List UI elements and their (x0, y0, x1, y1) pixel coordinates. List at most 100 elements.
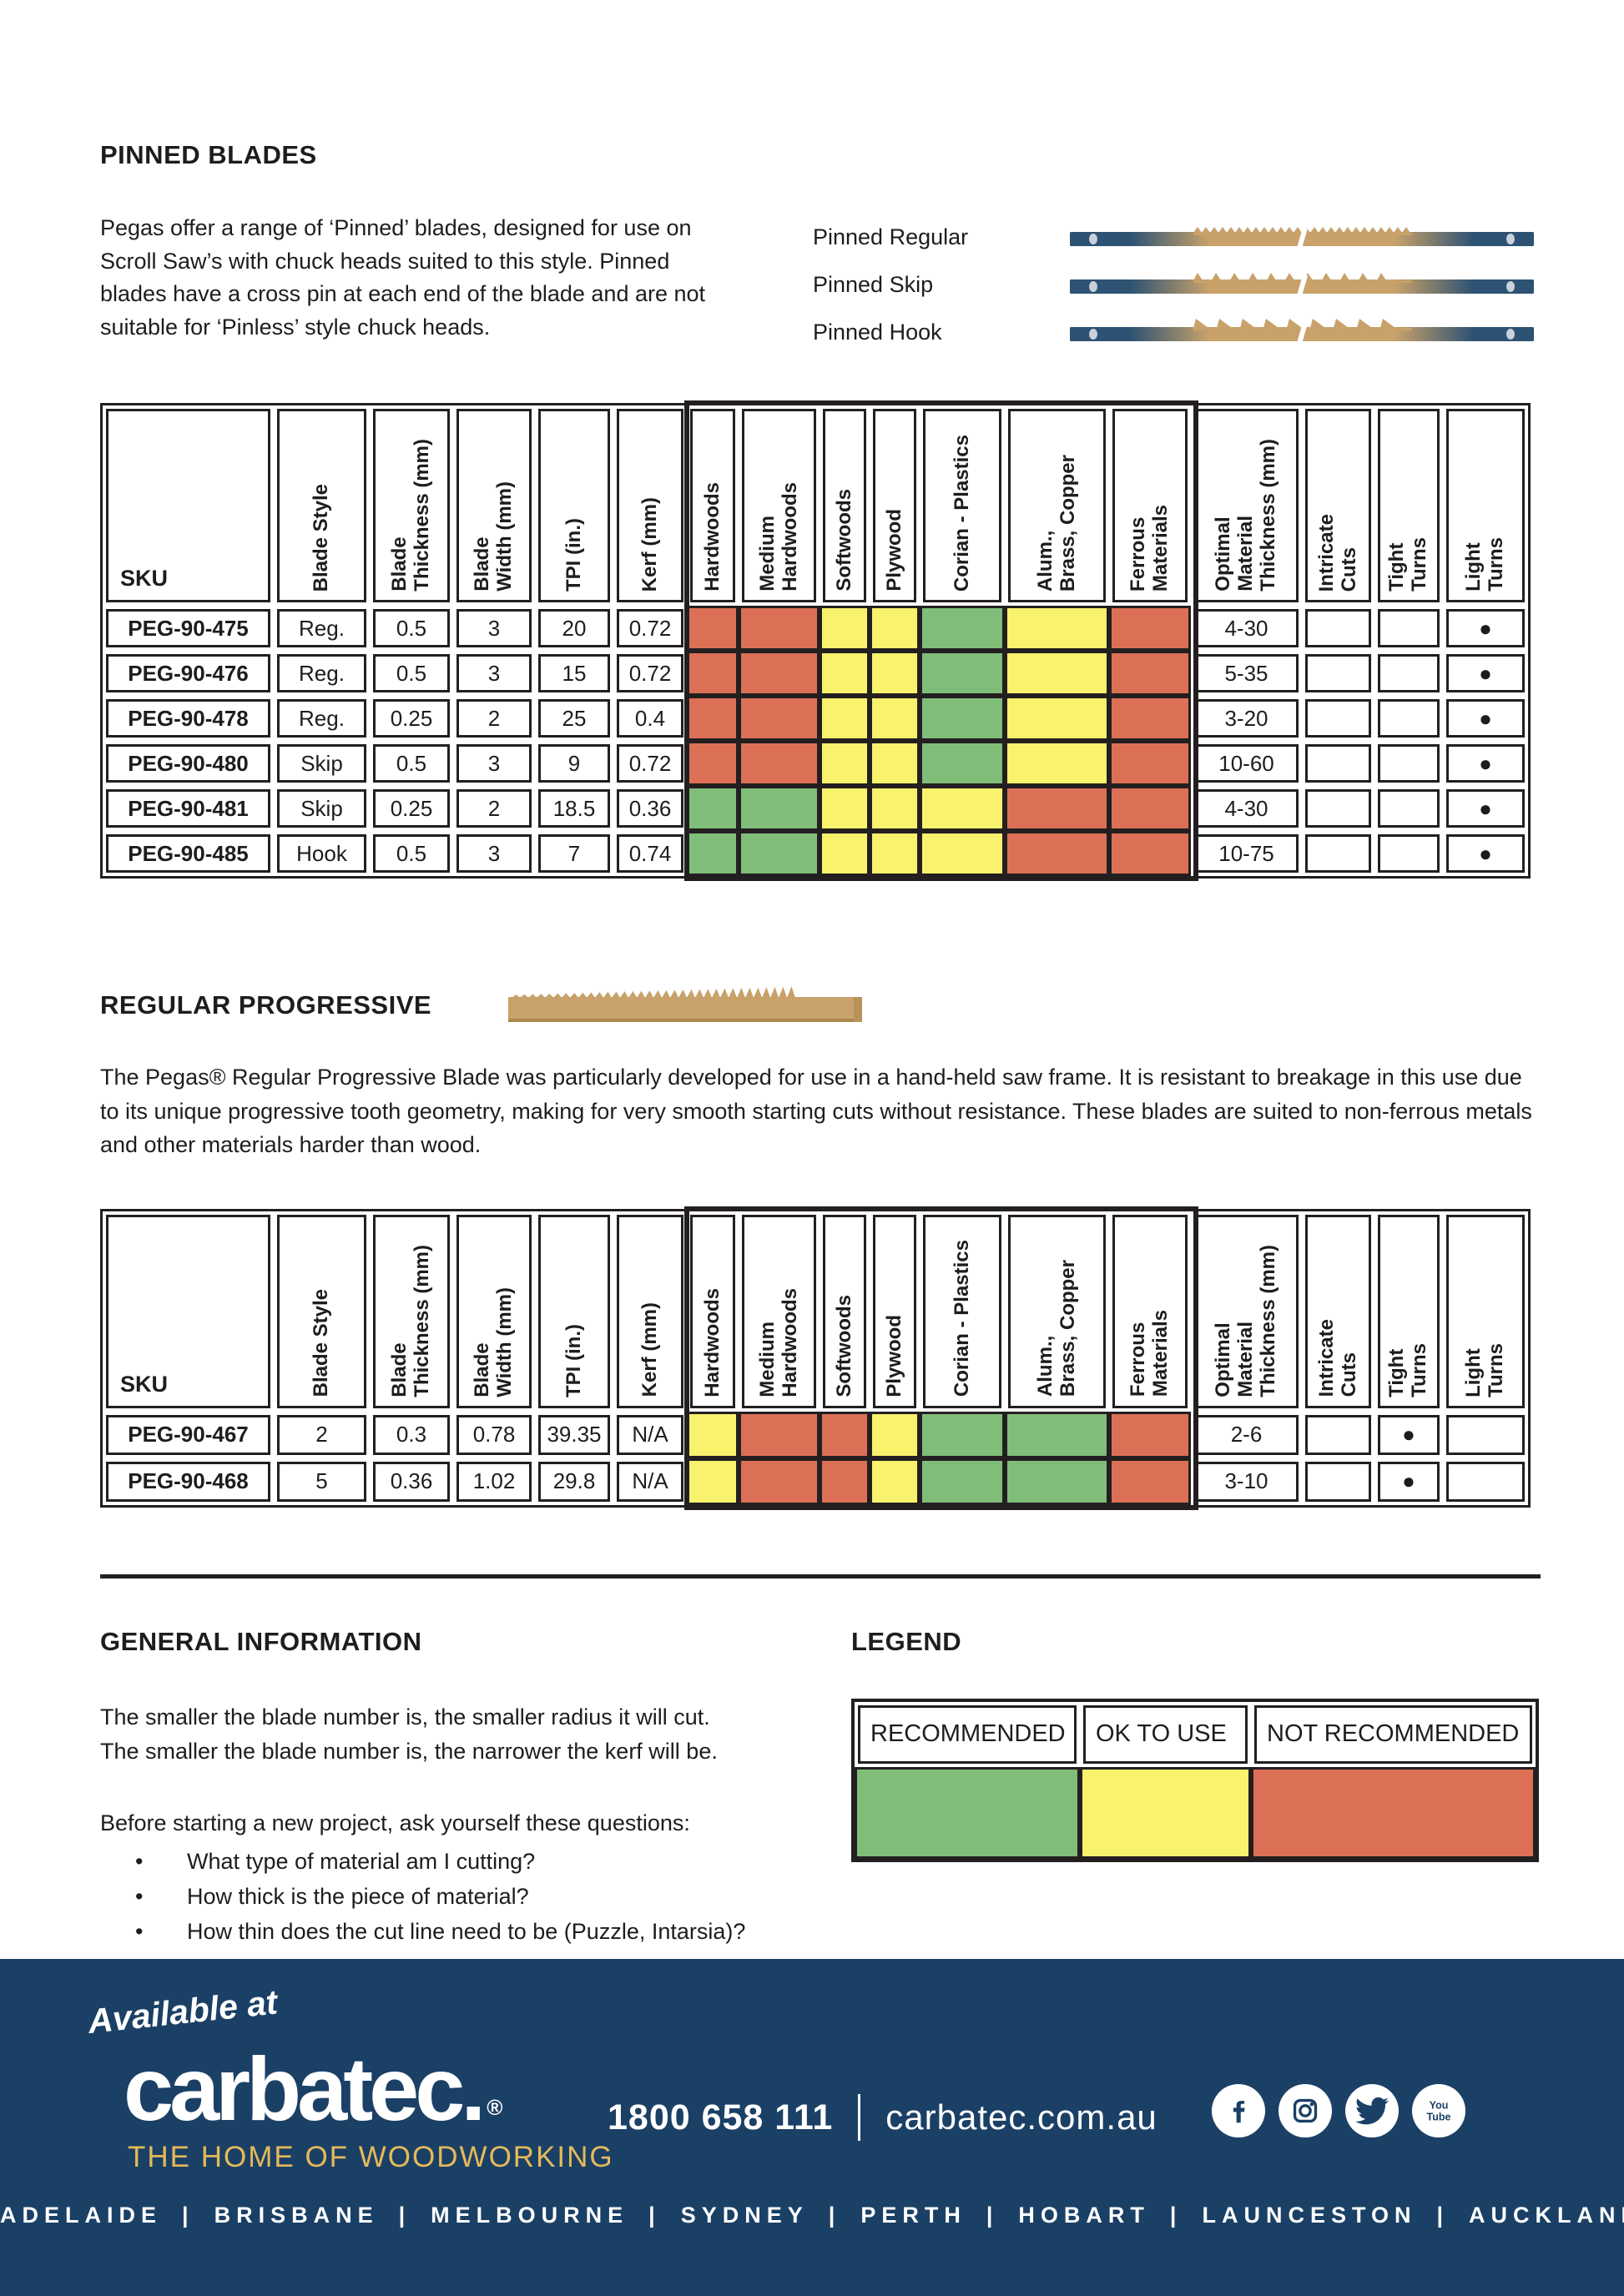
material-rating-cell-not (820, 1411, 870, 1458)
column-header: TPI (in.) (535, 1211, 613, 1412)
material-rating-cell-not (1005, 831, 1109, 876)
legend-table: RECOMMENDED OK TO USE NOT RECOMMENDED (851, 1698, 1539, 1862)
material-rating-cell-ok (1005, 651, 1109, 696)
general-info-line: The smaller the blade number is, the sma… (100, 1704, 710, 1730)
material-rating-cell-not (1109, 696, 1191, 741)
pinned-regular-blade-image (1070, 226, 1534, 252)
facebook-icon[interactable] (1212, 2084, 1265, 2137)
pinned-hook-blade-image (1070, 318, 1534, 347)
footer-city: AUCKLAND (1469, 2203, 1624, 2228)
column-header: Softwoods (820, 1211, 870, 1412)
carbatec-tagline: THE HOME OF WOODWORKING (128, 2141, 614, 2173)
width-cell: 2 (453, 786, 535, 831)
blade-style-cell: Hook (274, 831, 370, 876)
column-header: Corian - Plastics (920, 1211, 1005, 1412)
material-rating-cell-not (1109, 786, 1191, 831)
phone-number: 1800 658 111 (608, 2097, 834, 2137)
sku-cell: PEG-90-478 (103, 696, 274, 741)
general-info-bullet-list: • What type of material am I cutting? • How… (100, 1845, 851, 1950)
thickness-cell: 0.36 (370, 1458, 453, 1505)
material-rating-cell-ok (920, 786, 1005, 831)
instagram-icon[interactable] (1279, 2084, 1332, 2137)
column-header: Alum., Brass, Copper (1005, 1211, 1109, 1412)
column-header: Blade Style (274, 405, 370, 606)
column-header: Softwoods (820, 405, 870, 606)
pinned-blade-row: Pinned Regular (813, 214, 1541, 261)
light-turns-cell (1443, 1458, 1528, 1505)
light-turns-cell: ● (1443, 606, 1528, 651)
blade-type-label: Pinned Skip (813, 272, 934, 297)
registered-mark: ® (487, 2095, 503, 2120)
kerf-cell: N/A (613, 1458, 687, 1505)
city-separator: | (986, 2203, 999, 2228)
pinned-skip-blade-image (1070, 272, 1534, 300)
material-rating-cell-ok (687, 1411, 739, 1458)
tight-turns-cell (1374, 606, 1443, 651)
website-link[interactable]: carbatec.com.au (885, 2097, 1157, 2137)
material-rating-cell-not (1005, 786, 1109, 831)
material-rating-cell-ok (1005, 696, 1109, 741)
legend-color-cell-rec (855, 1766, 1080, 1859)
width-cell: 3 (453, 606, 535, 651)
progressive-blade-image (508, 986, 863, 1022)
footer-city: ADELAIDE (0, 2203, 163, 2228)
material-rating-cell-ok (870, 606, 920, 651)
footer: Available at carbatec. ® THE HOME OF WOOD… (0, 1959, 1624, 2296)
youtube-icon[interactable]: You Tube (1412, 2084, 1465, 2137)
tight-turns-cell (1374, 696, 1443, 741)
material-rating-cell-rec (920, 606, 1005, 651)
bottom-section: GENERAL INFORMATION The smaller the blad… (100, 1627, 1541, 1950)
city-separator: | (1436, 2203, 1450, 2228)
width-cell: 3 (453, 741, 535, 786)
material-rating-cell-rec (687, 831, 739, 876)
optimal-thickness-cell: 5-35 (1191, 651, 1302, 696)
bullet-dot: • (135, 1883, 144, 1909)
blade-style-cell: Skip (274, 786, 370, 831)
intricate-cuts-cell (1302, 1411, 1374, 1458)
thickness-cell: 0.25 (370, 696, 453, 741)
material-rating-cell-not (820, 1458, 870, 1505)
section-divider (100, 1573, 1541, 1578)
pinned-blade-list: Pinned Regular Pinned Skip Pinned Hook (813, 212, 1541, 356)
material-rating-cell-ok (870, 696, 920, 741)
material-rating-cell-not (739, 696, 820, 741)
intricate-cuts-cell (1302, 831, 1374, 876)
column-header: Ferrous Materials (1109, 1211, 1191, 1412)
material-rating-cell-ok (820, 831, 870, 876)
general-info-questions-intro: Before starting a new project, ask yours… (100, 1810, 690, 1836)
column-header: Light Turns (1443, 405, 1528, 606)
material-rating-cell-not (1109, 741, 1191, 786)
thickness-cell: 0.5 (370, 741, 453, 786)
bullet-dot: • (135, 1918, 144, 1944)
intricate-cuts-cell (1302, 741, 1374, 786)
width-cell: 2 (453, 696, 535, 741)
legend-color-cell-ok (1080, 1766, 1251, 1859)
material-rating-cell-rec (920, 1411, 1005, 1458)
material-rating-cell-ok (1005, 606, 1109, 651)
column-header: Medium Hardwoods (739, 405, 820, 606)
blade-type-label: Pinned Regular (813, 224, 969, 249)
kerf-cell: 0.72 (613, 606, 687, 651)
tpi-cell: 9 (535, 741, 613, 786)
tight-turns-cell: ● (1374, 1411, 1443, 1458)
contact-divider (858, 2094, 861, 2141)
sku-cell: PEG-90-468 (103, 1458, 274, 1505)
twitter-icon[interactable] (1345, 2084, 1399, 2137)
column-header: Blade Width (mm) (453, 405, 535, 606)
column-header: Kerf (mm) (613, 1211, 687, 1412)
bullet-dot: • (135, 1849, 144, 1875)
column-header: TPI (in.) (535, 405, 613, 606)
width-cell: 0.78 (453, 1411, 535, 1458)
material-rating-cell-rec (687, 786, 739, 831)
pinned-description: Pegas offer a range of ‘Pinned’ blades, … (100, 215, 706, 340)
optimal-thickness-cell: 3-20 (1191, 696, 1302, 741)
footer-contact: 1800 658 111 carbatec.com.au (608, 2094, 1157, 2141)
sku-cell: PEG-90-475 (103, 606, 274, 651)
progressive-table-slot: SKU Blade Style Blade Thickness (mm) Blade … (100, 1206, 1541, 1510)
column-header: Tight Turns (1374, 1211, 1443, 1412)
material-rating-cell-not (687, 696, 739, 741)
material-rating-cell-ok (870, 1411, 920, 1458)
width-cell: 3 (453, 651, 535, 696)
legend-label-cell: NOT RECOMMENDED (1251, 1701, 1536, 1767)
regular-progressive-title: REGULAR PROGRESSIVE (100, 990, 432, 1020)
